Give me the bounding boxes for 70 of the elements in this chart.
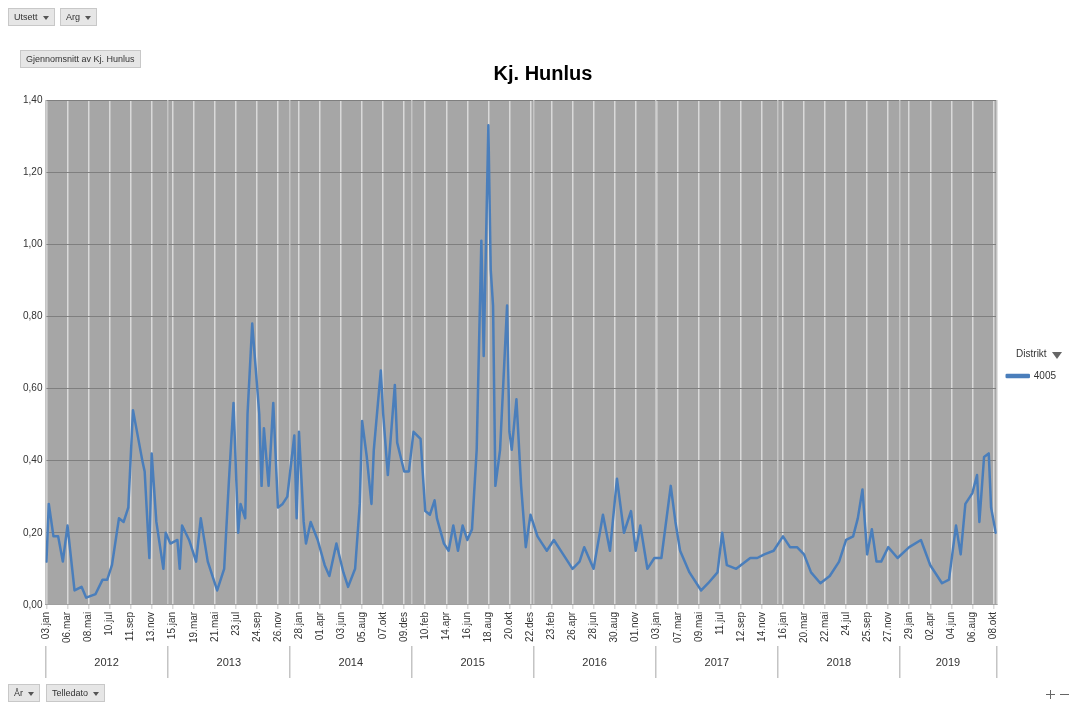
y-tick-label: 0,40 xyxy=(22,454,43,466)
x-tick-label: 08.okt xyxy=(987,611,999,640)
x-tick-label: 24.sep xyxy=(250,611,262,642)
chart-title: Kj. Hunlus xyxy=(493,61,593,84)
x-tick-label: 03.jun xyxy=(334,611,346,640)
x2-tick-label: 2014 xyxy=(338,656,363,669)
text: Telledato xyxy=(52,688,89,698)
x-tick-label: 07.okt xyxy=(376,611,388,640)
text: Arg xyxy=(66,12,81,22)
y-tick-label: 0,60 xyxy=(22,382,43,394)
x-tick-label: 22.des xyxy=(524,611,536,642)
x-tick-label: 30.aug xyxy=(608,611,620,643)
x2-tick-label: 2019 xyxy=(935,656,961,669)
x-tick-label: 28.jan xyxy=(292,611,304,640)
x-tick-label: 23.jul xyxy=(229,611,241,636)
text: År xyxy=(14,688,23,698)
x-tick-label: 19.mar xyxy=(187,611,199,643)
x-tick-label: 24.jul xyxy=(839,611,851,636)
x-tick-label: 28.jun xyxy=(587,611,599,640)
x-tick-label: 27.nov xyxy=(881,611,893,642)
x-tick-label: 02.apr xyxy=(924,611,936,641)
x2-tick-label: 2016 xyxy=(582,656,607,669)
y-tick-label: 1,20 xyxy=(22,165,43,177)
x-tick-label: 23.feb xyxy=(545,611,557,640)
y-tick-label: 1,40 xyxy=(22,93,43,105)
x2-tick-label: 2015 xyxy=(460,656,485,669)
x2-tick-label: 2013 xyxy=(216,656,242,669)
text: Gjennomsnitt av Kj. Hunlus xyxy=(26,54,135,64)
x-tick-label: 18.aug xyxy=(482,611,494,643)
x-tick-label: 14.nov xyxy=(755,611,767,642)
x-tick-label: 03.jan xyxy=(40,611,52,640)
x-tick-label: 25.sep xyxy=(860,611,872,642)
x-tick-label: 26.apr xyxy=(566,611,578,641)
y-tick-label: 1,00 xyxy=(22,238,43,249)
x2-tick-label: 2018 xyxy=(826,656,851,669)
y-tick-label: 0,20 xyxy=(22,526,43,538)
x-tick-label: 10.feb xyxy=(418,611,430,640)
x-tick-label: 11.jul xyxy=(713,611,725,636)
x-tick-label: 16.jun xyxy=(461,611,473,640)
x2-tick-label: 2012 xyxy=(94,656,119,669)
y-tick-label: 0,80 xyxy=(22,310,43,322)
x2-tick-label: 2017 xyxy=(704,656,730,669)
x-tick-label: 05.aug xyxy=(355,611,367,643)
text: Utsett xyxy=(14,12,38,22)
legend-title: Distrikt xyxy=(1016,347,1047,359)
x-tick-label: 09.des xyxy=(397,611,409,642)
x-tick-label: 22.mai xyxy=(818,611,830,642)
x-tick-label: 13.nov xyxy=(145,611,157,642)
x-tick-label: 10.jul xyxy=(103,611,115,636)
x-tick-label: 14.apr xyxy=(440,611,452,641)
x-tick-label: 01.nov xyxy=(629,611,641,642)
x-tick-label: 01.apr xyxy=(313,611,325,641)
x-tick-label: 20.mar xyxy=(797,611,809,643)
x-tick-label: 04.jun xyxy=(945,611,957,640)
legend-label: 4005 xyxy=(1033,369,1057,381)
x-tick-label: 08.mai xyxy=(82,611,94,642)
x-tick-label: 15.jan xyxy=(166,611,178,640)
x-tick-label: 11.sep xyxy=(124,611,136,642)
x-tick-label: 12.sep xyxy=(734,611,746,642)
x-tick-label: 20.okt xyxy=(503,611,515,640)
x-tick-label: 06.mar xyxy=(61,611,73,643)
x-tick-label: 06.aug xyxy=(966,611,978,643)
x-tick-label: 03.jan xyxy=(650,611,662,640)
x-tick-label: 21.mai xyxy=(208,611,220,642)
x-tick-label: 09.mai xyxy=(692,611,704,642)
x-tick-label: 26.nov xyxy=(271,611,283,642)
x-tick-label: 16.jan xyxy=(776,611,788,640)
x-tick-label: 29.jan xyxy=(902,611,914,640)
y-tick-label: 0,00 xyxy=(22,598,43,610)
x-tick-label: 07.mar xyxy=(671,611,683,643)
